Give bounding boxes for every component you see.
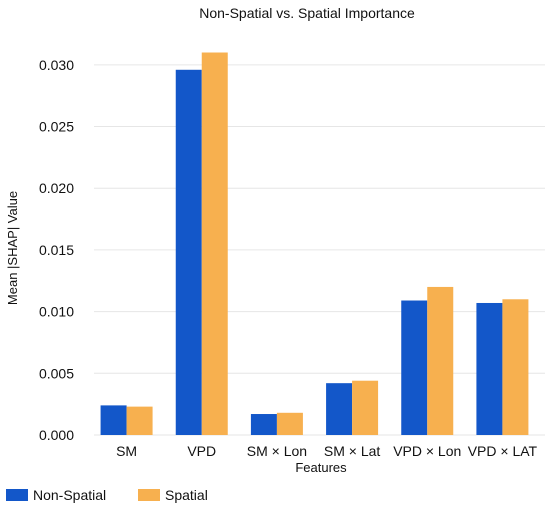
x-axis-ticks: SM VPD SM × Lon SM × Lat VPD × Lon VPD × LAT — [116, 443, 537, 459]
gridlines — [94, 64, 545, 436]
legend-swatch — [138, 489, 160, 501]
x-tick-label: VPD — [187, 443, 216, 459]
legend: Non-Spatial Spatial — [6, 487, 208, 503]
y-tick-label: 0.010 — [39, 304, 74, 320]
bar-non-spatial-3 — [326, 383, 353, 435]
legend-label: Non-Spatial — [33, 487, 106, 503]
bar-non-spatial-1 — [175, 69, 202, 435]
y-tick-label: 0.015 — [39, 242, 74, 258]
y-axis-label: Mean |SHAP| Value — [5, 191, 20, 305]
bar-spatial-3 — [352, 380, 379, 435]
y-tick-label: 0.000 — [39, 427, 74, 443]
bar-non-spatial-5 — [476, 302, 503, 435]
x-tick-label: VPD × Lon — [393, 443, 461, 459]
bar-spatial-1 — [201, 52, 228, 435]
bar-non-spatial-4 — [401, 300, 428, 435]
x-tick-label: VPD × LAT — [468, 443, 538, 459]
bar-spatial-4 — [427, 286, 454, 435]
legend-swatch — [6, 489, 28, 501]
bar-non-spatial-2 — [250, 414, 277, 435]
bar-spatial-2 — [276, 412, 303, 435]
bars — [100, 52, 529, 435]
x-tick-label: SM — [116, 443, 137, 459]
y-tick-label: 0.020 — [39, 180, 74, 196]
x-tick-label: SM × Lat — [324, 443, 381, 459]
y-axis-ticks: 0.000 0.005 0.010 0.015 0.020 0.025 0.030 — [39, 57, 74, 443]
chart-title: Non-Spatial vs. Spatial Importance — [199, 5, 415, 21]
y-tick-label: 0.030 — [39, 57, 74, 73]
y-tick-label: 0.025 — [39, 119, 74, 135]
x-axis-label: Features — [295, 460, 347, 475]
legend-label: Spatial — [165, 487, 208, 503]
x-tick-label: SM × Lon — [247, 443, 307, 459]
y-tick-label: 0.005 — [39, 365, 74, 381]
bar-non-spatial-0 — [100, 405, 127, 435]
bar-spatial-0 — [126, 406, 153, 435]
bar-spatial-5 — [502, 299, 529, 435]
